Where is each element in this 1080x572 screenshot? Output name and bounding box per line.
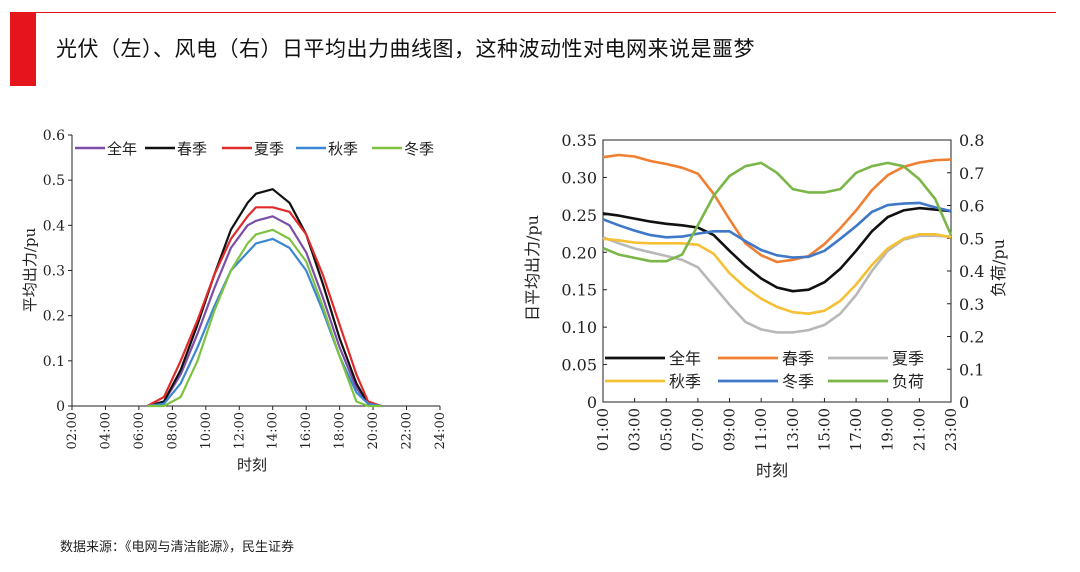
x-tick-label: 19:00 <box>879 408 897 451</box>
x-tick-label: 14:00 <box>266 412 281 449</box>
y-tick-label: 0.05 <box>561 356 597 375</box>
y2-tick-label: 0.7 <box>959 164 984 183</box>
x-tick-label: 22:00 <box>400 412 415 449</box>
x-tick-label: 18:00 <box>333 412 348 449</box>
y2-tick-label: 0.4 <box>959 262 984 281</box>
x-tick-label: 05:00 <box>657 408 675 451</box>
y2-tick-label: 0.5 <box>959 229 984 248</box>
y2-tick-label: 0 <box>959 393 969 412</box>
x-tick-label: 13:00 <box>784 408 802 451</box>
x-tick-label: 21:00 <box>910 408 928 451</box>
legend-label: 夏季 <box>254 140 284 158</box>
header-accent-bar <box>10 12 36 86</box>
x-tick-label: 10:00 <box>199 412 214 449</box>
x-tick-label: 16:00 <box>299 412 314 449</box>
y-tick-label: 0.6 <box>43 128 65 144</box>
x-tick-label: 07:00 <box>689 408 707 451</box>
y2-tick-label: 0.6 <box>959 197 984 216</box>
y-axis-title: 日平均出力/pu <box>523 215 542 321</box>
series-line-春季 <box>602 153 952 264</box>
y-axis-title: 平均出力/pu <box>21 228 39 313</box>
y2-tick-label: 0.3 <box>959 295 984 314</box>
x-tick-label: 04:00 <box>98 412 113 449</box>
y2-tick-label: 0.1 <box>959 360 984 379</box>
y-tick-label: 0.5 <box>43 173 65 189</box>
x-tick-label: 15:00 <box>815 408 833 451</box>
x-tick-label: 06:00 <box>132 412 147 449</box>
series-line-冬季 <box>147 228 382 408</box>
legend-label: 全年 <box>669 349 701 368</box>
y-tick-label: 0.30 <box>561 168 597 187</box>
x-tick-label: 12:00 <box>232 412 247 449</box>
series-line-秋季 <box>147 237 382 408</box>
x-axis-title: 时刻 <box>237 456 267 474</box>
page-title: 光伏（左）、风电（右）日平均出力曲线图，这种波动性对电网来说是噩梦 <box>56 37 755 61</box>
series-line-春季 <box>147 188 382 408</box>
legend-label: 春季 <box>177 140 207 158</box>
x-tick-label: 24:00 <box>433 412 448 449</box>
x-tick-label: 20:00 <box>366 412 381 449</box>
series-line-冬季 <box>602 201 952 259</box>
x-tick-label: 02:00 <box>65 412 80 449</box>
series-line-夏季 <box>602 234 952 334</box>
y-tick-label: 0 <box>587 393 597 412</box>
legend-label: 负荷 <box>892 372 924 391</box>
y-tick-label: 0.25 <box>561 206 597 225</box>
series-line-全年 <box>147 215 382 408</box>
legend-label: 秋季 <box>669 372 701 391</box>
legend-label: 冬季 <box>782 372 814 391</box>
legend-label: 春季 <box>782 349 814 368</box>
x-tick-label: 17:00 <box>847 408 865 451</box>
x-tick-label: 03:00 <box>626 408 644 451</box>
x-tick-label: 01:00 <box>594 408 612 451</box>
legend-label: 夏季 <box>892 349 924 368</box>
y-tick-label: 0.35 <box>561 131 597 150</box>
y-tick-label: 0 <box>56 399 65 415</box>
x-axis-title: 时刻 <box>756 461 788 480</box>
series-line-夏季 <box>146 206 382 408</box>
x-tick-label: 23:00 <box>942 408 960 451</box>
legend-label: 冬季 <box>404 140 434 158</box>
y-tick-label: 0.3 <box>43 264 65 280</box>
y-tick-label: 0.4 <box>43 218 65 234</box>
y-tick-label: 0.10 <box>561 318 597 337</box>
y2-axis-title: 负荷/pu <box>989 239 1008 297</box>
legend-label: 全年 <box>107 140 137 158</box>
series-line-秋季 <box>602 233 952 316</box>
legend-label: 秋季 <box>328 140 358 158</box>
x-tick-label: 08:00 <box>165 412 180 449</box>
x-tick-label: 09:00 <box>721 408 739 451</box>
y2-tick-label: 0.2 <box>959 328 984 347</box>
x-tick-label: 11:00 <box>752 408 770 451</box>
y-tick-label: 0.1 <box>43 354 65 370</box>
y-tick-label: 0.20 <box>561 243 597 262</box>
y-tick-label: 0.15 <box>561 281 597 300</box>
series-line-负荷 <box>602 161 953 263</box>
y-tick-label: 0.2 <box>43 309 65 325</box>
header-rule <box>36 12 1056 13</box>
source-note: 数据来源：《电网与清洁能源》，民生证券 <box>60 540 295 555</box>
y2-tick-label: 0.8 <box>959 131 984 150</box>
series-line-全年 <box>602 206 952 293</box>
